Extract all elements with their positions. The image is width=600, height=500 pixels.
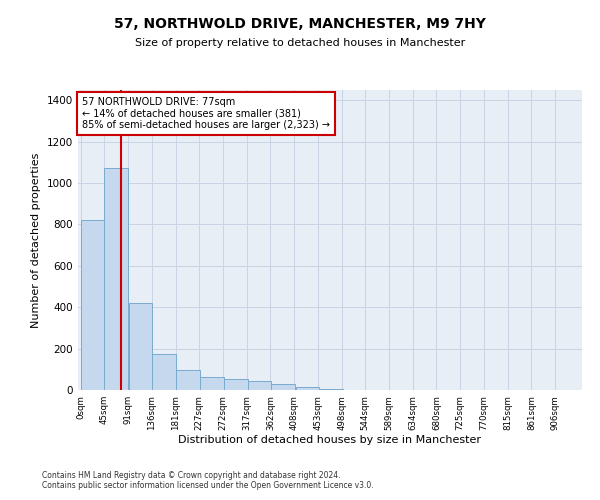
Bar xyxy=(200,376,224,390)
Bar xyxy=(176,370,200,390)
Text: Contains public sector information licensed under the Open Government Licence v3: Contains public sector information licen… xyxy=(42,480,374,490)
Bar xyxy=(80,220,104,390)
Bar xyxy=(152,354,176,390)
Text: Contains HM Land Registry data © Crown copyright and database right 2024.: Contains HM Land Registry data © Crown c… xyxy=(42,470,341,480)
Text: 57, NORTHWOLD DRIVE, MANCHESTER, M9 7HY: 57, NORTHWOLD DRIVE, MANCHESTER, M9 7HY xyxy=(114,18,486,32)
Y-axis label: Number of detached properties: Number of detached properties xyxy=(31,152,41,328)
Text: 57 NORTHWOLD DRIVE: 77sqm
← 14% of detached houses are smaller (381)
85% of semi: 57 NORTHWOLD DRIVE: 77sqm ← 14% of detac… xyxy=(82,97,329,130)
Bar xyxy=(104,168,128,390)
Bar xyxy=(319,389,343,390)
Bar xyxy=(248,380,271,390)
X-axis label: Distribution of detached houses by size in Manchester: Distribution of detached houses by size … xyxy=(179,436,482,446)
Bar xyxy=(296,387,319,390)
Bar xyxy=(128,303,152,390)
Bar xyxy=(224,378,248,390)
Bar xyxy=(271,384,295,390)
Text: Size of property relative to detached houses in Manchester: Size of property relative to detached ho… xyxy=(135,38,465,48)
